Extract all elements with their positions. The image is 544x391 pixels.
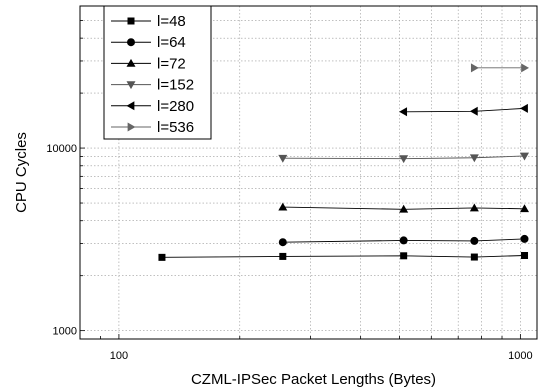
- legend-label: l=64: [157, 34, 186, 51]
- data-point: [469, 203, 479, 212]
- legend-marker: [127, 122, 136, 132]
- data-point: [470, 63, 479, 73]
- legend-entry: l=72: [111, 55, 186, 72]
- x-tick-label: 100: [110, 350, 128, 362]
- y-tick-label: 10000: [46, 143, 77, 155]
- legend-marker: [126, 81, 136, 90]
- series-1: [158, 251, 529, 261]
- legend-box: [103, 5, 212, 140]
- legend-entry: l=48: [111, 13, 186, 30]
- data-point: [279, 252, 287, 260]
- series-line: [282, 238, 525, 243]
- legend-entry: l=152: [111, 77, 194, 94]
- x-axis-title: CZML-IPSec Packet Lengths (Bytes): [191, 371, 436, 388]
- data-point: [469, 154, 479, 163]
- legend-label: l=536: [157, 119, 194, 136]
- legend-entry: l=64: [111, 34, 186, 51]
- legend-entry: l=536: [111, 119, 194, 136]
- data-point: [470, 236, 479, 245]
- data-point: [399, 107, 408, 117]
- data-point: [399, 155, 409, 164]
- series-4: [278, 152, 530, 164]
- data-point: [399, 236, 408, 245]
- data-point: [521, 251, 529, 259]
- legend-label: l=280: [157, 98, 194, 115]
- series-2: [278, 234, 529, 247]
- data-point: [470, 253, 478, 261]
- legend-entry: l=280: [111, 98, 194, 115]
- series-3: [278, 202, 530, 213]
- legend-label: l=152: [157, 77, 194, 94]
- data-point: [520, 234, 529, 243]
- series-line: [282, 206, 525, 210]
- series-5: [399, 103, 528, 117]
- legend-marker: [126, 101, 135, 111]
- data-point: [469, 106, 478, 116]
- data-point: [399, 204, 409, 213]
- legend: l=48 l=64 l=72 l=152 l=280 l=536: [103, 5, 212, 140]
- data-point: [278, 202, 288, 211]
- series-line: [403, 107, 525, 113]
- y-tick-label: 1000: [53, 326, 77, 338]
- data-point: [400, 252, 408, 260]
- legend-marker: [126, 58, 136, 67]
- series-6: [470, 63, 530, 73]
- data-point: [521, 63, 530, 73]
- data-point: [278, 154, 288, 163]
- data-point: [520, 204, 530, 213]
- series-layer: [158, 63, 530, 261]
- data-point: [520, 152, 530, 161]
- legend-label: l=48: [157, 13, 186, 30]
- legend-marker: [127, 17, 135, 25]
- legend-label: l=72: [157, 55, 186, 72]
- x-tick-label: 1000: [508, 350, 532, 362]
- plot-frame: [79, 5, 538, 340]
- series-line: [282, 155, 525, 160]
- legend-marker: [127, 38, 135, 47]
- data-point: [278, 238, 287, 247]
- axis-ticks: 100 1000 1000 10000: [46, 5, 533, 362]
- y-axis-title: CPU Cycles: [13, 132, 30, 213]
- data-point: [158, 253, 166, 261]
- series-line: [161, 255, 525, 258]
- data-point: [520, 103, 528, 113]
